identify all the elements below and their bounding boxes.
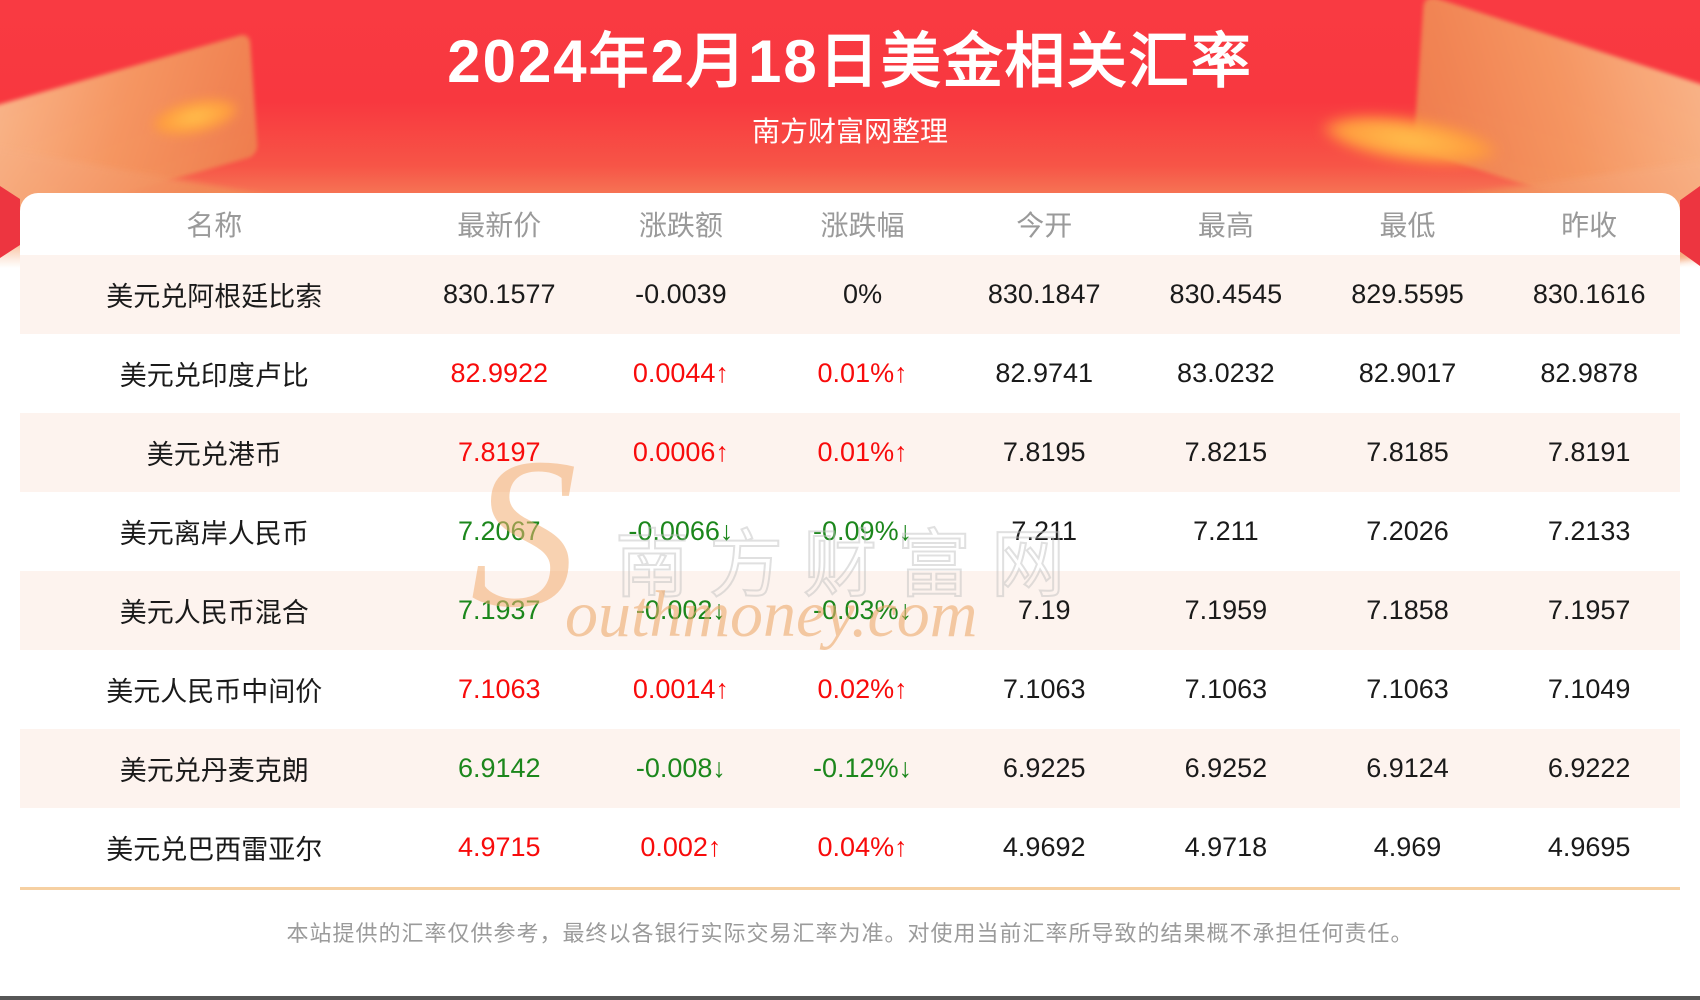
table-row: 美元离岸人民币 7.2067 -0.0066↓ -0.09%↓ 7.211 7.211 7.…	[20, 492, 1680, 571]
prev-close-cell: 7.1049	[1547, 674, 1631, 704]
pair-name-cell: 美元兑巴西雷亚尔	[106, 835, 323, 865]
latest-price-cell: 6.9142	[457, 753, 541, 783]
change-cell: 0.0044↑	[632, 358, 729, 388]
table-row: 美元兑阿根廷比索 830.1577 -0.0039 0% 830.1847 830.454…	[20, 255, 1680, 334]
table-row: 美元人民币混合 7.1937 -0.002↓ -0.03%↓ 7.19 7.1959 7.1…	[20, 571, 1680, 650]
open-cell: 830.1847	[987, 279, 1101, 309]
change-cell: -0.002↓	[635, 595, 726, 625]
high-cell: 83.0232	[1177, 358, 1275, 388]
change-cell: -0.008↓	[635, 753, 726, 783]
change-cell: 0.002↑	[640, 832, 722, 862]
open-cell: 7.1063	[1002, 674, 1086, 704]
disclaimer-text: 本站提供的汇率仅供参考，最终以各银行实际交易汇率为准。对使用当前汇率所导致的结果…	[286, 921, 1414, 946]
change-pct-cell: -0.09%↓	[813, 516, 913, 546]
prev-close-cell: 7.1957	[1547, 595, 1631, 625]
open-cell: 7.19	[1017, 595, 1071, 625]
latest-price-cell: 4.9715	[457, 832, 541, 862]
column-header-2: 涨跌额	[638, 210, 723, 241]
table-row: 美元兑丹麦克朗 6.9142 -0.008↓ -0.12%↓ 6.9225 6.9252 6…	[20, 729, 1680, 808]
prev-close-cell: 6.9222	[1547, 753, 1631, 783]
table-row: 美元人民币中间价 7.1063 0.0014↑ 0.02%↑ 7.1063 7.1063 7…	[20, 650, 1680, 729]
latest-price-cell: 830.1577	[442, 279, 556, 309]
high-cell: 6.9252	[1184, 753, 1268, 783]
change-pct-cell: 0%	[843, 279, 883, 309]
low-cell: 6.9124	[1366, 753, 1449, 783]
high-cell: 830.4545	[1169, 279, 1283, 309]
page-title: 2024年2月18日美金相关汇率	[447, 28, 1253, 95]
change-cell: -0.0039	[635, 279, 727, 309]
change-cell: 0.0006↑	[632, 437, 729, 467]
latest-price-cell: 7.1063	[457, 674, 541, 704]
column-header-4: 今开	[1016, 210, 1073, 241]
table-header-row: 名称 最新价 涨跌额 涨跌幅 今开 最高 最低 昨收	[20, 193, 1680, 255]
low-cell: 829.5595	[1351, 279, 1464, 309]
latest-price-cell: 82.9922	[450, 358, 549, 388]
column-header-1: 最新价	[457, 210, 542, 241]
prev-close-cell: 830.1616	[1532, 279, 1646, 309]
change-pct-cell: -0.03%↓	[813, 595, 913, 625]
prev-close-cell: 4.9695	[1547, 832, 1631, 862]
high-cell: 7.8215	[1184, 437, 1268, 467]
pair-name-cell: 美元兑港币	[146, 440, 282, 470]
column-header-5: 最高	[1197, 210, 1254, 241]
high-cell: 7.1063	[1184, 674, 1268, 704]
table-row: 美元兑港币 7.8197 0.0006↑ 0.01%↑ 7.8195 7.8215 7.81…	[20, 413, 1680, 492]
open-cell: 4.9692	[1002, 832, 1086, 862]
column-header-3: 涨跌幅	[820, 210, 905, 241]
pair-name-cell: 美元人民币中间价	[106, 677, 323, 707]
open-cell: 7.8195	[1002, 437, 1086, 467]
low-cell: 4.969	[1373, 832, 1442, 862]
pair-name-cell: 美元兑丹麦克朗	[119, 756, 309, 786]
latest-price-cell: 7.2067	[457, 516, 541, 546]
open-cell: 82.9741	[995, 358, 1094, 388]
high-cell: 4.9718	[1184, 832, 1268, 862]
latest-price-cell: 7.1937	[457, 595, 541, 625]
prev-close-cell: 7.8191	[1547, 437, 1631, 467]
low-cell: 7.8185	[1366, 437, 1449, 467]
column-header-0: 名称	[186, 210, 243, 241]
open-cell: 6.9225	[1002, 753, 1086, 783]
red-ribbon-decoration-left	[0, 186, 20, 258]
table-body: 美元兑阿根廷比索 830.1577 -0.0039 0% 830.1847 830.454…	[20, 255, 1680, 887]
table-footer: 本站提供的汇率仅供参考，最终以各银行实际交易汇率为准。对使用当前汇率所导致的结果…	[20, 887, 1680, 948]
latest-price-cell: 7.8197	[457, 437, 541, 467]
column-header-7: 昨收	[1561, 210, 1618, 241]
pair-name-cell: 美元离岸人民币	[119, 519, 309, 549]
change-pct-cell: 0.02%↑	[817, 674, 908, 704]
low-cell: 7.1063	[1366, 674, 1449, 704]
page-subtitle: 南方财富网整理	[751, 116, 948, 147]
pair-name-cell: 美元兑印度卢比	[119, 361, 309, 391]
change-pct-cell: 0.01%↑	[817, 358, 908, 388]
prev-close-cell: 7.2133	[1547, 516, 1631, 546]
low-cell: 7.1858	[1366, 595, 1449, 625]
prev-close-cell: 82.9878	[1540, 358, 1638, 388]
low-cell: 7.2026	[1366, 516, 1449, 546]
rates-table-card: 名称 最新价 涨跌额 涨跌幅 今开 最高 最低 昨收 美元兑阿根廷比索 830.1577 -0.0…	[20, 193, 1680, 1000]
column-header-6: 最低	[1379, 210, 1436, 241]
change-pct-cell: -0.12%↓	[813, 753, 913, 783]
high-cell: 7.211	[1193, 516, 1259, 546]
high-cell: 7.1959	[1184, 595, 1268, 625]
change-pct-cell: 0.01%↑	[817, 437, 908, 467]
red-ribbon-decoration-right	[1680, 186, 1700, 266]
pair-name-cell: 美元兑阿根廷比索	[106, 282, 323, 312]
table-row: 美元兑巴西雷亚尔 4.9715 0.002↑ 0.04%↑ 4.9692 4.9718 4.…	[20, 808, 1680, 887]
change-pct-cell: 0.04%↑	[817, 832, 908, 862]
open-cell: 7.211	[1011, 516, 1077, 546]
bottom-window-edge	[0, 996, 1700, 1000]
change-cell: 0.0014↑	[632, 674, 729, 704]
table-row: 美元兑印度卢比 82.9922 0.0044↑ 0.01%↑ 82.9741 83.023…	[20, 334, 1680, 413]
change-cell: -0.0066↓	[628, 516, 734, 546]
low-cell: 82.9017	[1358, 358, 1457, 388]
pair-name-cell: 美元人民币混合	[119, 598, 309, 628]
